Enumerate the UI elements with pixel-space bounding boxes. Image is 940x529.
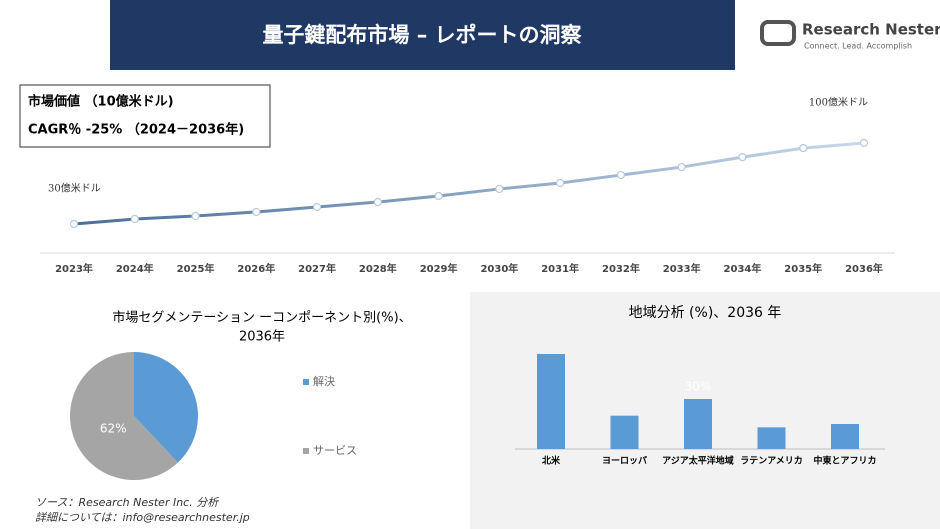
x-tick-label: 2029年 <box>420 262 458 275</box>
x-tick-label: アジア太平洋地域 <box>662 455 734 467</box>
x-tick-label: 2030年 <box>480 262 518 275</box>
point <box>191 211 200 221</box>
point <box>434 191 443 201</box>
bar-title: 地域分析 (%)、2036 年 <box>629 305 782 321</box>
x-tick-label: 2032年 <box>602 262 640 275</box>
point <box>252 207 261 217</box>
slice-label: 62% <box>100 421 127 435</box>
point <box>495 184 504 194</box>
market-value: 市場価値 （10億米ドル) <box>28 94 174 110</box>
x-tick-label: 2036年 <box>845 262 883 275</box>
x-tick-label: 2024年 <box>116 262 154 275</box>
x-tick-label: 2031年 <box>541 262 579 275</box>
header-title: 量子鍵配布市場 – レポートの洞察 <box>262 23 582 47</box>
bar <box>537 354 565 449</box>
bar <box>610 415 639 449</box>
point <box>677 162 686 172</box>
x-tick-label: 2026年 <box>237 262 275 275</box>
bar <box>831 424 859 449</box>
logo-name: Research Nester <box>802 21 940 39</box>
cagr: CAGR％ -25% （2024－2036年) <box>28 122 244 138</box>
bar <box>757 427 786 449</box>
pie-subtitle: 2036年 <box>239 330 285 345</box>
point <box>616 170 626 180</box>
logo: Research Nester Connect. Lead. Accomplis… <box>760 20 940 51</box>
value-label: 100億米ドル <box>809 96 868 109</box>
pie-slice <box>70 352 178 480</box>
header-bar <box>110 0 735 70</box>
legend-swatch <box>303 379 309 385</box>
x-tick-label: 2035年 <box>784 262 822 275</box>
x-tick-label: 2028年 <box>359 262 397 275</box>
legend-label: 解決 <box>313 374 335 388</box>
point <box>130 214 139 224</box>
x-tick-label: 2025年 <box>177 262 215 275</box>
x-tick-label: 2033年 <box>663 262 701 275</box>
market-box <box>19 84 271 148</box>
legend-label: サービス <box>313 444 357 457</box>
value-label: 30% <box>685 380 712 394</box>
bar <box>684 399 712 449</box>
pie-title: 市場セグメンテーション ーコンポーネント別(%)、 <box>112 310 411 326</box>
x-tick-label: 2034年 <box>724 262 762 275</box>
x-tick-label: 2027年 <box>298 262 336 275</box>
point <box>69 219 79 229</box>
source: ソース：Research Nester Inc. 分析 <box>35 496 220 509</box>
trend-line <box>73 141 865 226</box>
value-label: 30億米ドル <box>48 182 101 195</box>
legend-swatch <box>303 448 309 454</box>
x-tick-label: 中東とアフリカ <box>813 455 876 467</box>
x-tick-label: ヨーロッパ <box>602 455 647 467</box>
pie-slice <box>134 352 198 463</box>
point <box>312 202 322 212</box>
point <box>373 197 382 207</box>
contact: 詳細については：info@researchnester.jp <box>35 511 250 524</box>
x-tick-label: 2023年 <box>55 262 93 275</box>
point <box>799 143 808 153</box>
point <box>859 138 869 148</box>
x-tick-label: ラテンアメリカ <box>740 456 803 467</box>
logo-tagline: Connect. Lead. Accomplish <box>804 42 912 51</box>
x-tick-label: 北米 <box>542 455 561 467</box>
point <box>738 153 747 162</box>
point <box>556 178 565 188</box>
